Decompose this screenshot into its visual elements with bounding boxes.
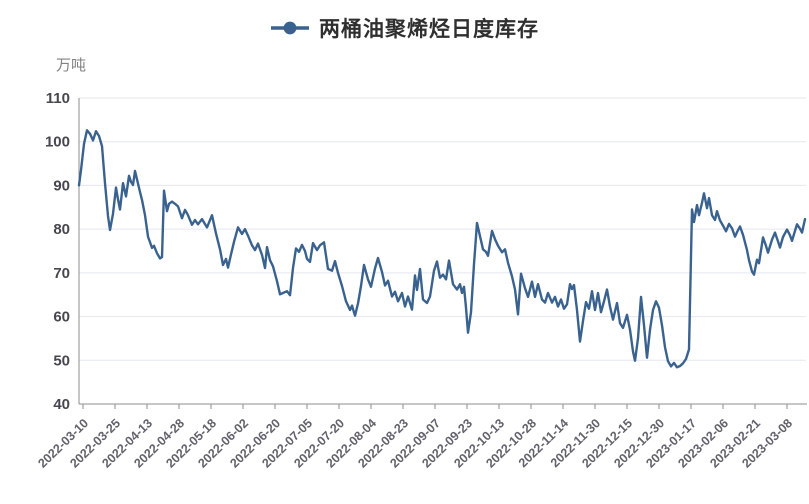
y-axis-tick-label: 60	[53, 309, 70, 326]
y-axis-tick-label: 40	[53, 396, 70, 413]
chart-title: 两桶油聚烯烃日度库存	[319, 18, 539, 41]
y-axis-tick-label: 70	[53, 265, 70, 282]
y-axis-tick-label: 80	[53, 221, 70, 238]
y-axis-tick-label: 50	[53, 352, 70, 369]
y-axis-unit-label: 万吨	[56, 57, 87, 74]
chart-header: 两桶油聚烯烃日度库存	[0, 10, 809, 46]
y-axis-tick-label: 90	[53, 177, 70, 194]
legend-line-dot-icon	[271, 21, 309, 35]
inventory-series-line	[77, 129, 807, 369]
y-axis-tick-label: 110	[46, 90, 70, 107]
y-axis-tick-label: 100	[45, 134, 70, 151]
